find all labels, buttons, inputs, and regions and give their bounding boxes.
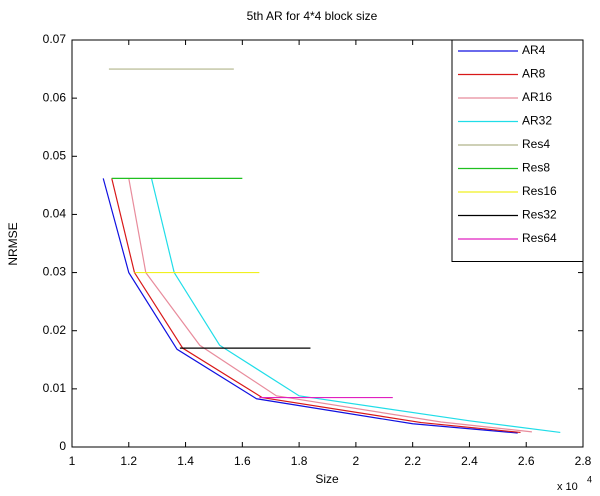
y-axis-label: NRMSE: [6, 222, 20, 265]
x-tick-label: 1.2: [120, 454, 137, 468]
y-tick-label: 0.05: [43, 148, 67, 162]
legend-box: [451, 39, 584, 262]
series-line: [128, 178, 532, 433]
series-line: [150, 178, 561, 434]
x-tick-label: 2.6: [518, 454, 535, 468]
x-exponent: 4: [587, 474, 592, 484]
legend-label: Res8: [522, 161, 550, 175]
x-multiplier: x 10: [557, 481, 578, 493]
x-tick-label: 1.6: [234, 454, 251, 468]
y-tick-label: 0.06: [43, 90, 67, 104]
y-tick-label: 0: [59, 439, 66, 453]
legend-label: Res4: [522, 137, 550, 151]
legend-label: AR8: [522, 67, 546, 81]
x-tick-label: 1: [69, 454, 76, 468]
series-line: [111, 178, 521, 434]
x-tick-label: 2: [353, 454, 360, 468]
y-tick-label: 0.07: [43, 32, 67, 46]
x-axis-label: Size: [315, 472, 339, 486]
series-line: [102, 178, 518, 434]
x-tick-label: 1.4: [177, 454, 194, 468]
x-tick-label: 1.8: [291, 454, 308, 468]
y-tick-label: 0.04: [43, 207, 67, 221]
legend-label: AR4: [522, 43, 546, 57]
legend-label: Res32: [522, 208, 557, 222]
chart-title: 5th AR for 4*4 block size: [247, 9, 378, 23]
x-tick-label: 2.2: [404, 454, 421, 468]
legend-label: Res64: [522, 231, 557, 245]
y-tick-label: 0.01: [43, 381, 67, 395]
x-tick-label: 2.4: [461, 454, 478, 468]
y-tick-label: 0.03: [43, 265, 67, 279]
y-tick-label: 0.02: [43, 323, 67, 337]
x-tick-label: 2.8: [575, 454, 592, 468]
legend-label: AR32: [522, 114, 552, 128]
legend-label: AR16: [522, 90, 552, 104]
legend-label: Res16: [522, 184, 557, 198]
